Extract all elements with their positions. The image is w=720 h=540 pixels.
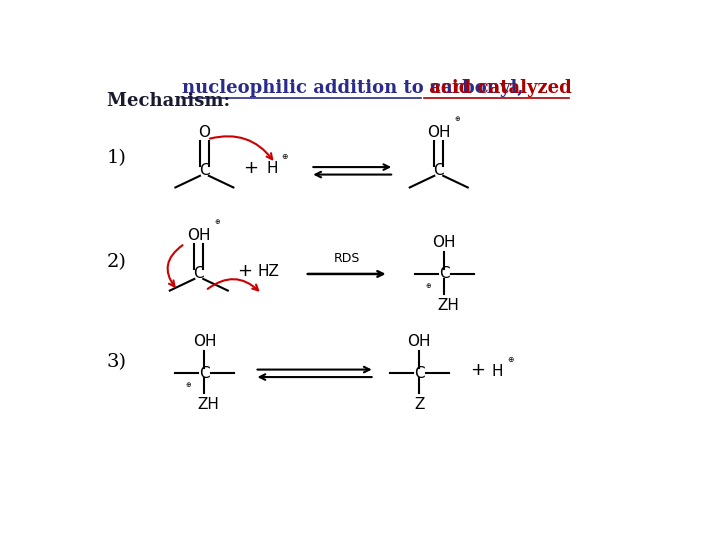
Text: C: C [414, 366, 425, 381]
Text: $^{\oplus}$: $^{\oplus}$ [425, 283, 432, 293]
Text: $^{\oplus}$: $^{\oplus}$ [508, 356, 516, 366]
Text: OH: OH [193, 334, 216, 349]
Text: ZH: ZH [197, 397, 220, 412]
Text: $^{\oplus}$: $^{\oplus}$ [282, 153, 289, 164]
Text: $^{\oplus}$: $^{\oplus}$ [214, 219, 221, 229]
Text: Mechanism:: Mechanism: [107, 92, 243, 110]
Text: HZ: HZ [258, 265, 279, 279]
Text: 2): 2) [107, 253, 127, 271]
Text: OH: OH [427, 125, 451, 140]
Text: Z: Z [414, 397, 424, 412]
Text: C: C [433, 163, 444, 178]
Text: RDS: RDS [333, 252, 360, 265]
Text: OH: OH [187, 228, 210, 243]
Text: +: + [243, 159, 258, 177]
Text: +: + [238, 261, 253, 280]
Text: C: C [199, 366, 210, 381]
Text: O: O [199, 125, 210, 140]
Text: H: H [266, 161, 278, 176]
Text: +: + [470, 361, 485, 379]
Text: C: C [439, 266, 450, 281]
Text: 1): 1) [107, 150, 127, 167]
Text: $^{\oplus}$: $^{\oplus}$ [454, 116, 461, 126]
Text: nucleophilic addition to carbonyl,: nucleophilic addition to carbonyl, [182, 79, 523, 97]
Text: C: C [199, 163, 210, 178]
Text: acid catalyzed: acid catalyzed [423, 79, 572, 97]
Text: H: H [492, 364, 503, 379]
Text: 3): 3) [107, 353, 127, 371]
Text: C: C [194, 266, 204, 281]
Text: ZH: ZH [438, 298, 459, 313]
Text: OH: OH [433, 235, 456, 250]
Text: OH: OH [408, 334, 431, 349]
Text: $^{\oplus}$: $^{\oplus}$ [185, 382, 192, 392]
